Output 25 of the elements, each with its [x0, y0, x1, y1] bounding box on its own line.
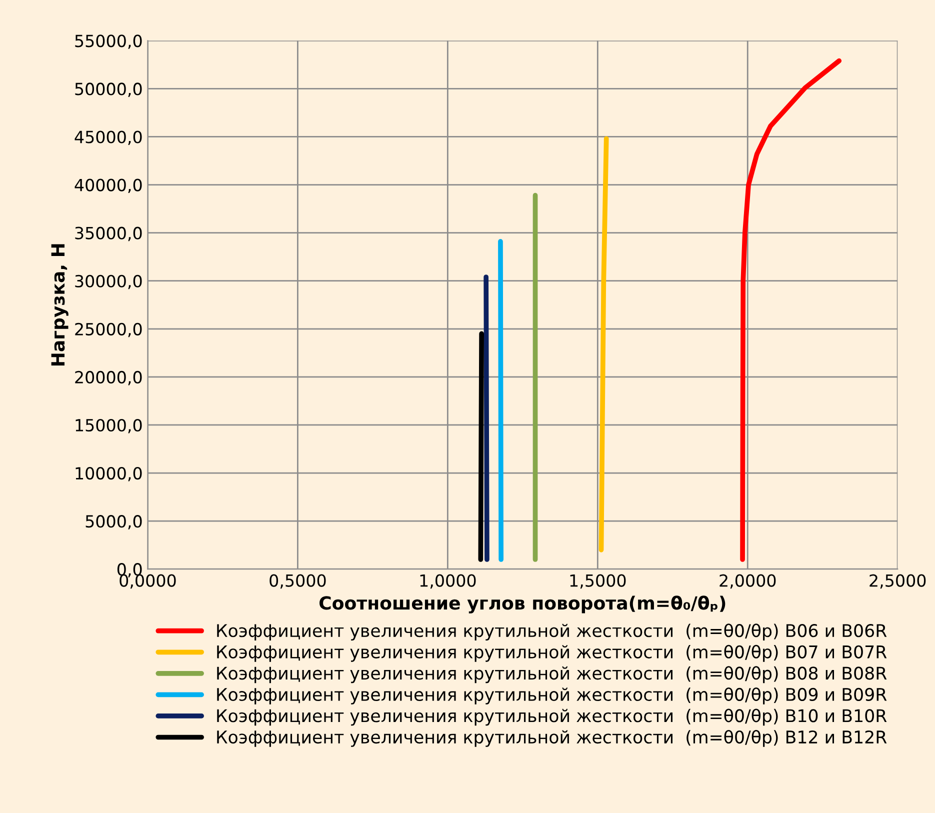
y-tick-label: 25000,0 [75, 322, 142, 338]
y-tick-label: 20000,0 [75, 370, 142, 386]
legend-label: Коэффициент увеличения крутильной жесткости (m=θ0/θр) В10 и В10R [217, 708, 887, 726]
y-axis-title: Нагрузка, Н [51, 244, 68, 366]
y-tick-label: 35000,0 [75, 226, 142, 242]
x-tick-label: 2,5000 [870, 574, 926, 589]
legend-label: Коэффициент увеличения крутильной жесткости (m=θ0/θр) В12 и В12R [217, 730, 887, 747]
y-tick-label: 45000,0 [74, 130, 142, 145]
legend-label: Коэффициент увеличения крутильной жесткости (m=θ0/θр) В06 и В06R [217, 624, 887, 641]
y-tick-label: 40000,0 [74, 178, 142, 194]
y-tick-label: 10000,0 [76, 466, 142, 482]
x-tick-label: 0,5000 [270, 574, 326, 589]
legend-label: Коэффициент увеличения крутильной жесткости (m=θ0/θр) В09 и В09R [217, 687, 887, 704]
line-series [740, 58, 842, 562]
x-tick-label: 1,5000 [570, 574, 626, 589]
y-tick-label: 15000,0 [76, 418, 142, 434]
legend-label: Коэффициент увеличения крутильной жесткости (m=θ0/θр) В08 и В08R [217, 666, 887, 684]
x-tick-label: 2,0000 [720, 574, 776, 589]
y-tick-label: 5000,0 [86, 515, 142, 530]
x-tick-label: 1,0000 [420, 574, 476, 589]
y-tick-label: 50000,0 [75, 82, 142, 97]
legend-label: Коэффициент увеличения крутильной жесткости (m=θ0/θр) В07 и В07R [217, 644, 887, 662]
y-tick-label: 55000,0 [75, 34, 142, 49]
x-axis-title: Соотношение углов поворота(m=θ₀/θₚ) [320, 596, 726, 614]
y-tick-label: 30000,0 [75, 274, 142, 290]
